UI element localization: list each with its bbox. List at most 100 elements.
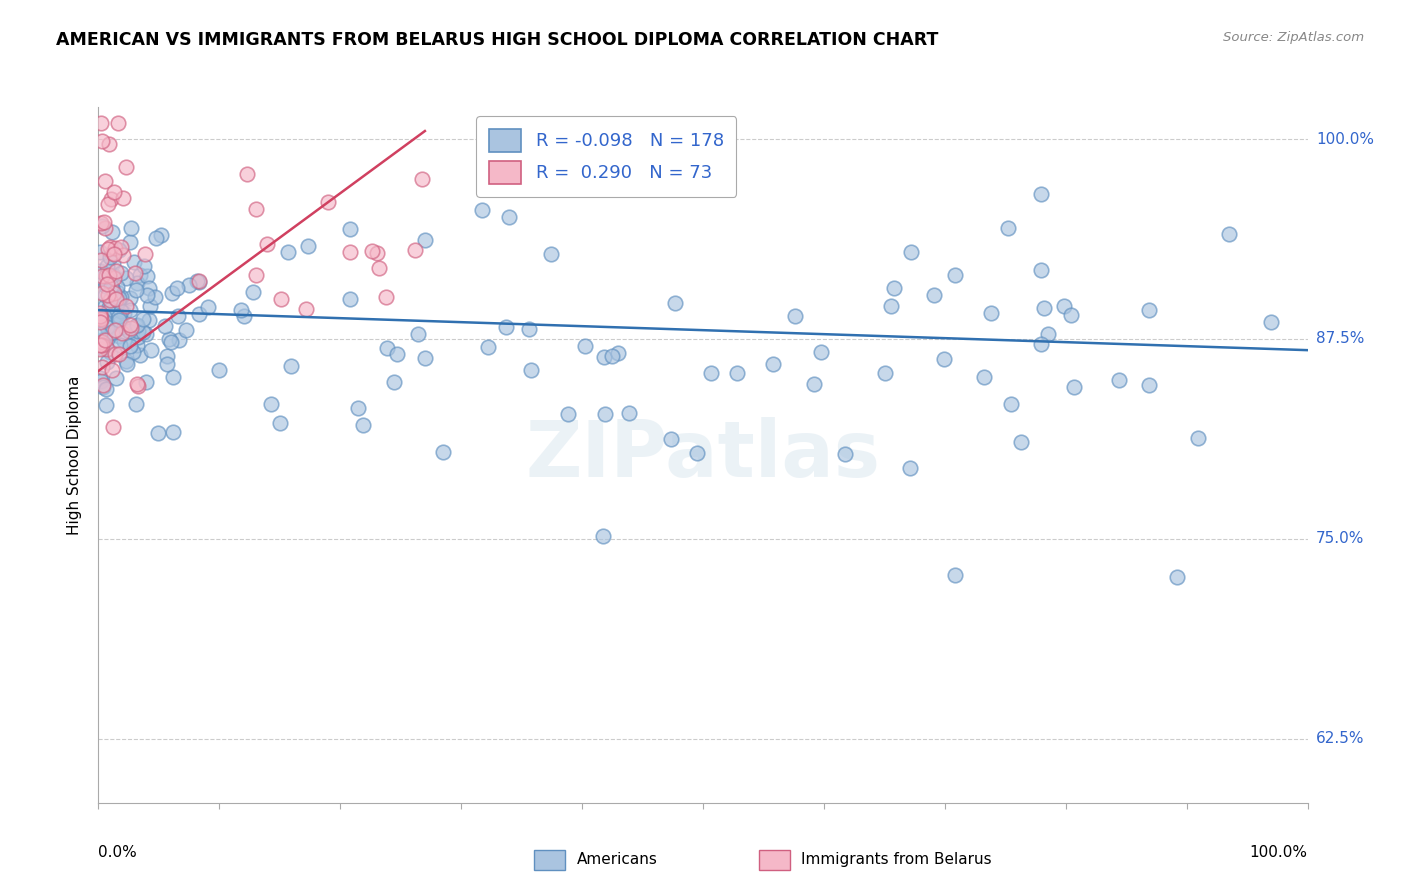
- Point: [98, 240, 121, 254]
- Point: [98, 326, 121, 340]
- Point: [112, 247, 135, 261]
- Point: [197, 301, 219, 315]
- Point: [89, 244, 111, 259]
- Point: [127, 379, 149, 393]
- Point: [700, 367, 723, 381]
- Point: [167, 309, 190, 323]
- Point: [659, 433, 682, 447]
- Point: [131, 312, 153, 326]
- Point: [361, 244, 384, 259]
- Point: [138, 312, 160, 326]
- Point: [118, 324, 141, 338]
- Point: [98, 251, 121, 265]
- Point: [270, 292, 292, 306]
- Point: [406, 327, 429, 342]
- Point: [89, 326, 111, 341]
- Point: [1059, 308, 1081, 322]
- Point: [413, 233, 436, 247]
- Point: [97, 242, 120, 256]
- Point: [1036, 326, 1059, 341]
- Point: [93, 313, 115, 327]
- Point: [898, 461, 921, 475]
- Point: [98, 268, 121, 282]
- Point: [1187, 431, 1209, 445]
- Point: [111, 326, 134, 340]
- Text: 87.5%: 87.5%: [1316, 332, 1364, 346]
- Point: [108, 312, 131, 326]
- Point: [101, 325, 124, 339]
- Text: 100.0%: 100.0%: [1250, 845, 1308, 860]
- Point: [160, 285, 183, 300]
- Point: [883, 280, 905, 294]
- Point: [89, 370, 111, 384]
- Point: [94, 221, 117, 235]
- Point: [91, 135, 114, 149]
- Point: [93, 214, 115, 228]
- Point: [316, 194, 339, 209]
- Point: [104, 323, 127, 337]
- Point: [873, 366, 896, 380]
- Point: [101, 420, 124, 434]
- Point: [260, 397, 283, 411]
- Point: [242, 285, 264, 299]
- Point: [229, 303, 252, 318]
- Point: [162, 425, 184, 439]
- Point: [536, 151, 558, 165]
- Text: Immigrants from Belarus: Immigrants from Belarus: [801, 853, 993, 867]
- Point: [810, 345, 832, 359]
- Point: [269, 416, 291, 430]
- Point: [112, 190, 135, 204]
- Point: [127, 324, 149, 338]
- Point: [924, 288, 946, 302]
- Point: [98, 301, 121, 316]
- Point: [160, 335, 183, 350]
- Point: [121, 345, 143, 359]
- Point: [208, 362, 231, 376]
- Point: [1218, 227, 1240, 241]
- Point: [157, 332, 180, 346]
- Point: [101, 245, 124, 260]
- Point: [90, 116, 112, 130]
- Point: [617, 406, 640, 420]
- Point: [156, 357, 179, 371]
- Point: [93, 332, 115, 346]
- Point: [236, 167, 259, 181]
- Point: [686, 445, 709, 459]
- Point: [96, 382, 118, 396]
- Point: [997, 221, 1019, 235]
- Point: [834, 447, 856, 461]
- Point: [245, 268, 267, 283]
- Point: [112, 334, 135, 348]
- Point: [167, 333, 190, 347]
- Point: [110, 290, 132, 304]
- Point: [108, 316, 131, 330]
- Point: [519, 322, 541, 336]
- Point: [104, 293, 127, 307]
- Point: [93, 310, 115, 324]
- Point: [90, 312, 112, 326]
- Point: [96, 354, 118, 368]
- Point: [593, 407, 616, 421]
- Point: [785, 309, 807, 323]
- Point: [1029, 262, 1052, 277]
- Point: [110, 240, 132, 254]
- Point: [101, 363, 124, 377]
- Point: [125, 318, 148, 333]
- Point: [90, 253, 112, 268]
- Point: [96, 269, 118, 284]
- Point: [1010, 434, 1032, 449]
- Legend: R = -0.098   N = 178, R =  0.290   N = 73: R = -0.098 N = 178, R = 0.290 N = 73: [477, 116, 737, 197]
- Point: [97, 288, 120, 302]
- Point: [108, 291, 131, 305]
- Point: [107, 285, 129, 299]
- Point: [91, 285, 114, 300]
- Point: [943, 268, 966, 282]
- Point: [100, 278, 122, 293]
- Point: [232, 310, 254, 324]
- Point: [108, 338, 131, 352]
- Point: [1052, 299, 1074, 313]
- Point: [90, 374, 112, 388]
- Point: [104, 241, 127, 255]
- Point: [188, 275, 211, 289]
- Point: [98, 293, 121, 307]
